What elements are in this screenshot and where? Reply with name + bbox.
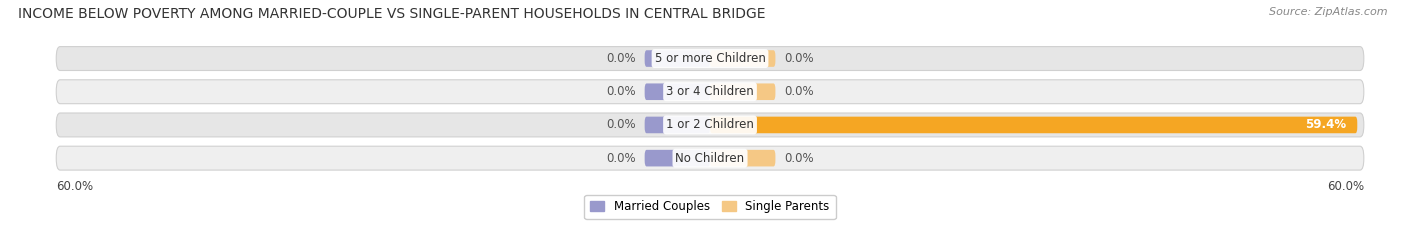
Text: 0.0%: 0.0% bbox=[606, 85, 636, 98]
FancyBboxPatch shape bbox=[710, 150, 776, 166]
Text: 0.0%: 0.0% bbox=[785, 85, 814, 98]
Text: INCOME BELOW POVERTY AMONG MARRIED-COUPLE VS SINGLE-PARENT HOUSEHOLDS IN CENTRAL: INCOME BELOW POVERTY AMONG MARRIED-COUPL… bbox=[18, 7, 766, 21]
Text: 59.4%: 59.4% bbox=[1305, 118, 1347, 131]
FancyBboxPatch shape bbox=[644, 150, 710, 166]
Text: 0.0%: 0.0% bbox=[606, 118, 636, 131]
Text: 5 or more Children: 5 or more Children bbox=[655, 52, 765, 65]
FancyBboxPatch shape bbox=[644, 50, 710, 67]
Legend: Married Couples, Single Parents: Married Couples, Single Parents bbox=[585, 195, 835, 219]
Text: 0.0%: 0.0% bbox=[606, 152, 636, 165]
FancyBboxPatch shape bbox=[710, 50, 776, 67]
Text: 1 or 2 Children: 1 or 2 Children bbox=[666, 118, 754, 131]
FancyBboxPatch shape bbox=[710, 117, 1357, 133]
Text: 0.0%: 0.0% bbox=[606, 52, 636, 65]
FancyBboxPatch shape bbox=[644, 83, 710, 100]
FancyBboxPatch shape bbox=[710, 83, 776, 100]
Text: 3 or 4 Children: 3 or 4 Children bbox=[666, 85, 754, 98]
Text: No Children: No Children bbox=[675, 152, 745, 165]
FancyBboxPatch shape bbox=[56, 80, 1364, 104]
Text: 60.0%: 60.0% bbox=[1327, 180, 1364, 193]
FancyBboxPatch shape bbox=[56, 146, 1364, 170]
FancyBboxPatch shape bbox=[56, 113, 1364, 137]
Text: 0.0%: 0.0% bbox=[785, 152, 814, 165]
FancyBboxPatch shape bbox=[644, 117, 710, 133]
Text: 60.0%: 60.0% bbox=[56, 180, 93, 193]
FancyBboxPatch shape bbox=[56, 47, 1364, 71]
Text: Source: ZipAtlas.com: Source: ZipAtlas.com bbox=[1270, 7, 1388, 17]
Text: 0.0%: 0.0% bbox=[785, 52, 814, 65]
